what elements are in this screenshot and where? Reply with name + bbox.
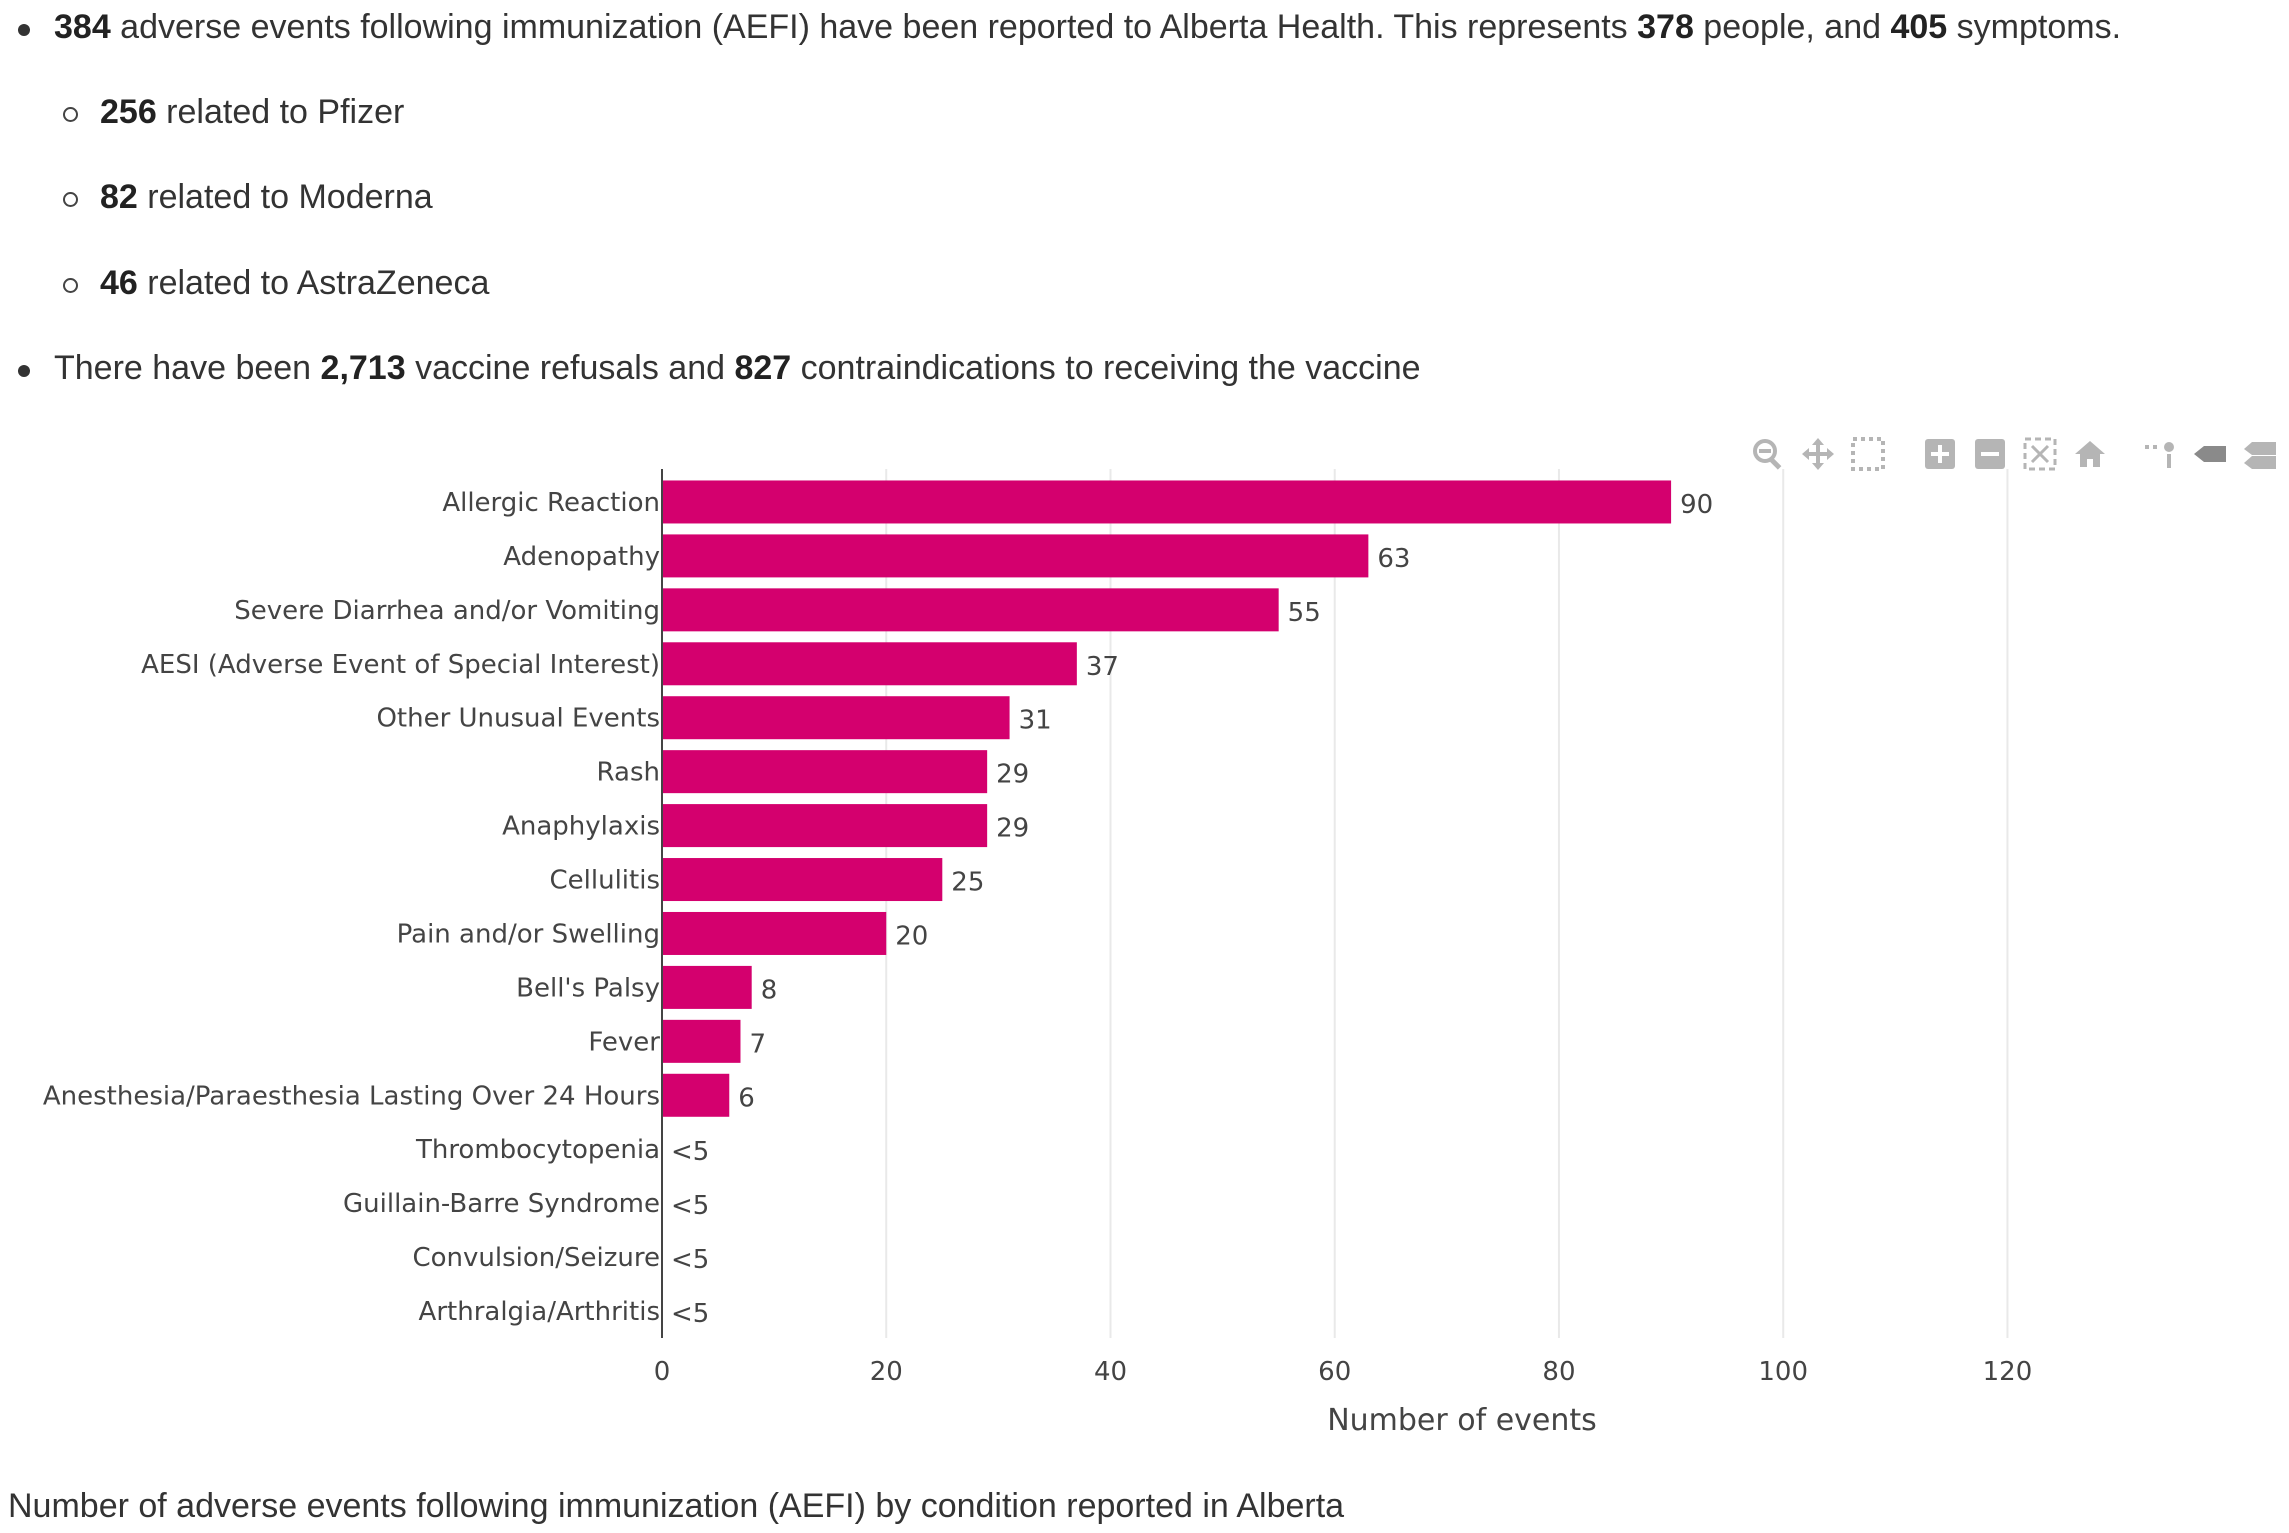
y-tick-label: Anesthesia/Paraesthesia Lasting Over 24 … (43, 1081, 660, 1111)
y-tick-label: Allergic Reaction (442, 488, 660, 518)
x-tick-label: 40 (1094, 1357, 1127, 1387)
sub-bullet-icon (63, 192, 78, 207)
zoom-out-icon[interactable] (1972, 436, 2008, 472)
zoom-icon[interactable] (1750, 436, 1786, 472)
summary-pfizer: 256 related to Pfizer (100, 93, 405, 131)
bar (662, 750, 988, 794)
data-label: <5 (671, 1299, 709, 1329)
data-label: 37 (1086, 652, 1119, 682)
data-label: 90 (1680, 490, 1713, 520)
zoom-in-icon[interactable] (1922, 436, 1958, 472)
summary-line-aefi: 384 adverse events following immunizatio… (54, 8, 2122, 46)
x-tick-label: 80 (1542, 1357, 1575, 1387)
y-tick-label: Other Unusual Events (376, 704, 660, 734)
x-tick-label: 60 (1318, 1357, 1351, 1387)
y-tick-label: Bell's Palsy (516, 973, 660, 1003)
chart-caption: Number of adverse events following immun… (8, 1487, 1345, 1525)
bar (662, 588, 1279, 632)
summary-astrazeneca: 46 related to AstraZeneca (100, 264, 490, 302)
bar (662, 534, 1369, 578)
box-select-icon[interactable] (1850, 436, 1886, 472)
bar (662, 696, 1010, 740)
autoscale-icon[interactable] (2022, 436, 2058, 472)
y-tick-label: Severe Diarrhea and/or Vomiting (234, 596, 660, 626)
x-tick-label: 120 (1983, 1357, 2033, 1387)
data-label: 8 (761, 975, 778, 1005)
y-tick-label: Rash (597, 758, 660, 788)
data-labels: 90 63 55 37 31 29 29 25 20 8 7 6 <5 <5 <5 <5 (671, 490, 1713, 1329)
y-tick-label: AESI (Adverse Event of Special Interest) (141, 650, 660, 680)
y-tick-label: Adenopathy (503, 542, 660, 572)
bar (662, 1073, 730, 1117)
summary-moderna: 82 related to Moderna (100, 178, 433, 216)
y-tick-label: Pain and/or Swelling (397, 919, 660, 949)
x-tick-label: 0 (654, 1357, 671, 1387)
data-label: 20 (895, 921, 928, 951)
sub-bullet-icon (63, 107, 78, 122)
y-tick-label: Thrombocytopenia (415, 1135, 660, 1165)
summary-line-refusals: There have been 2,713 vaccine refusals a… (54, 349, 1421, 387)
data-label: 29 (996, 814, 1029, 844)
y-tick-label: Cellulitis (550, 866, 661, 896)
pan-icon[interactable] (1800, 436, 1836, 472)
spike-lines-icon[interactable] (2142, 436, 2178, 472)
data-label: 7 (749, 1029, 766, 1059)
bar (662, 858, 943, 902)
hover-compare-icon[interactable] (2242, 436, 2278, 472)
data-label: 25 (951, 868, 984, 898)
hover-closest-icon[interactable] (2192, 436, 2228, 472)
data-label: 31 (1019, 706, 1052, 736)
y-tick-label: Fever (588, 1027, 660, 1057)
y-tick-label: Convulsion/Seizure (412, 1243, 660, 1273)
data-label: 29 (996, 760, 1029, 790)
bar (662, 642, 1077, 686)
x-axis-title: Number of events (1327, 1403, 1597, 1438)
reset-axes-icon[interactable] (2072, 436, 2108, 472)
sub-bullet-icon (63, 278, 78, 293)
bar (662, 480, 1672, 524)
x-tick-labels: 0 20 40 60 80 100 120 (654, 1357, 2033, 1387)
bar (662, 911, 887, 955)
x-tick-label: 20 (870, 1357, 903, 1387)
data-label: <5 (671, 1191, 709, 1221)
y-tick-label: Arthralgia/Arthritis (419, 1297, 660, 1327)
aefi-bar-chart: Allergic Reaction Adenopathy Severe Diarrh… (43, 469, 2033, 1438)
y-tick-labels: Allergic Reaction Adenopathy Severe Diarrh… (43, 488, 660, 1327)
x-tick-label: 100 (1758, 1357, 1808, 1387)
data-label: 55 (1288, 598, 1321, 628)
bullet-icon (18, 365, 30, 377)
data-label: <5 (671, 1245, 709, 1275)
bars (662, 480, 1672, 1117)
y-tick-label: Anaphylaxis (502, 812, 660, 842)
bar (662, 965, 752, 1009)
data-label: 63 (1377, 544, 1410, 574)
bar (662, 804, 988, 848)
bullet-icon (18, 24, 30, 36)
y-tick-label: Guillain-Barre Syndrome (343, 1189, 660, 1219)
data-label: <5 (671, 1137, 709, 1167)
bar (662, 1019, 741, 1063)
data-label: 6 (738, 1083, 755, 1113)
